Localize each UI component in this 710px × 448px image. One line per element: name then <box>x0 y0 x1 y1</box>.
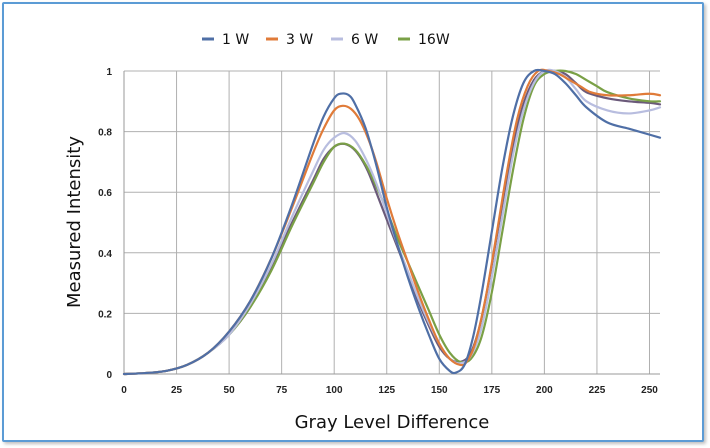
legend-label: 6 W <box>351 32 378 48</box>
legend-label: 1 W <box>222 32 249 48</box>
y-tick-label: 0.4 <box>98 249 112 260</box>
y-tick-label: 0.8 <box>98 128 112 139</box>
x-tick-label: 75 <box>276 385 288 396</box>
x-tick-label: 25 <box>171 385 183 396</box>
grid <box>123 70 660 375</box>
series-line-3 <box>122 69 662 376</box>
x-tick-label: 125 <box>378 385 395 396</box>
x-tick-label: 50 <box>224 385 236 396</box>
chart-frame <box>2 2 704 442</box>
y-tick-label: 0.2 <box>98 309 112 320</box>
y-axis-ticks: 0 0.2 0.4 0.6 0.8 1 <box>98 67 112 381</box>
legend-label: 16W <box>418 32 450 48</box>
series-line-2 <box>122 68 662 376</box>
y-tick-label: 1 <box>106 67 112 78</box>
x-axis-title: Gray Level Difference <box>295 412 490 433</box>
y-tick-label: 0 <box>106 370 112 381</box>
y-axis-title: Measured Intensity <box>64 136 85 308</box>
x-tick-label: 225 <box>589 385 606 396</box>
series-line-0 <box>122 68 662 376</box>
series-layer <box>122 68 662 376</box>
x-axis-ticks: 0 25 50 75 100 125 150 175 200 225 250 <box>121 385 658 396</box>
x-tick-label: 250 <box>641 385 658 396</box>
y-tick-label: 0.6 <box>98 188 112 199</box>
x-tick-label: 150 <box>431 385 448 396</box>
x-tick-label: 175 <box>483 385 500 396</box>
x-tick-label: 200 <box>536 385 553 396</box>
legend-label: 3 W <box>286 32 313 48</box>
legend: 1 W 3 W 6 W 16W <box>202 32 450 48</box>
x-tick-label: 100 <box>326 385 343 396</box>
x-tick-label: 0 <box>121 385 127 396</box>
